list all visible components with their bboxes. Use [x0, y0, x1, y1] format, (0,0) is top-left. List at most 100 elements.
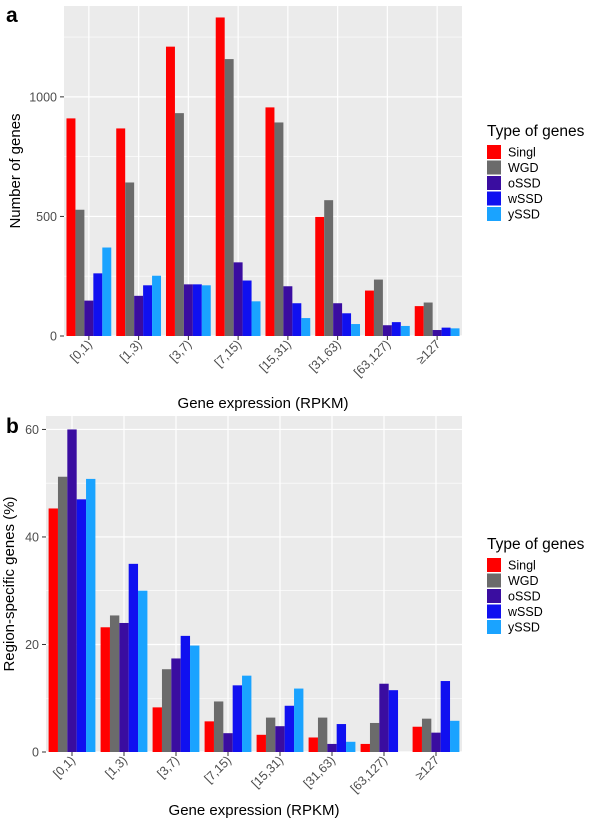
legend-title: Type of genes: [487, 536, 585, 553]
bar-singl-0-1: [66, 118, 76, 337]
legend-title: Type of genes: [487, 123, 585, 140]
y-tick-label: 0: [32, 746, 39, 760]
y-tick-label: 40: [25, 530, 39, 544]
bar-singl-1-3: [116, 128, 126, 336]
bar-wgd-7-15: [224, 59, 234, 337]
bar-ossd-1-3: [119, 622, 129, 752]
bar-wssd-0-1: [93, 273, 103, 336]
bar-singl-31-63: [315, 216, 325, 336]
bar-wgd-3-7: [161, 669, 172, 752]
bar-yssd-7-15: [242, 675, 252, 752]
bar-wssd-63-127: [388, 690, 399, 752]
x-tick-label: [31,63): [306, 337, 343, 374]
x-tick-label: [63,127): [348, 753, 390, 795]
bar-singl-7-15: [204, 721, 214, 752]
x-tick-label: [0,1): [51, 753, 79, 781]
legend-swatch-yssd: [487, 620, 501, 634]
legend-swatch-singl: [487, 145, 501, 159]
x-axis-title: Gene expression (RPKM): [169, 802, 340, 819]
legend-swatch-wssd: [487, 604, 501, 619]
bar-yssd-1-3: [152, 275, 162, 336]
x-tick-label: [63,127): [351, 337, 393, 379]
bar-yssd-0-1: [86, 478, 96, 752]
y-tick-label: 20: [25, 638, 39, 652]
legend-label-ossd: oSSD: [508, 177, 541, 191]
bar-yssd-31-63: [346, 741, 356, 752]
x-axis-title: Gene expression (RPKM): [178, 395, 349, 412]
bar-ossd-1-3: [134, 295, 144, 336]
legend-label-yssd: ySSD: [508, 208, 540, 222]
x-tick-label: ≥127: [414, 337, 444, 367]
bar-singl-7-15: [215, 17, 225, 336]
y-tick-label: 1000: [29, 90, 57, 104]
x-tick-label: [15,31): [257, 337, 294, 374]
legend-label-yssd: ySSD: [508, 621, 540, 635]
bar-yssd-1-3: [138, 590, 148, 752]
legend-swatch-ossd: [487, 589, 501, 603]
bar-ossd-0-1: [84, 300, 94, 336]
y-tick-label: 500: [36, 210, 57, 224]
bar-singl-63-127: [360, 743, 370, 752]
legend-swatch-wssd: [487, 191, 501, 206]
legend-label-wssd: wSSD: [507, 605, 543, 619]
bar-wgd-0-1: [57, 476, 68, 752]
legend-swatch-wgd: [487, 573, 501, 588]
bar-wssd-1-3: [143, 285, 153, 336]
legend-swatch-yssd: [487, 207, 501, 221]
bar-ossd-63-127: [379, 683, 389, 752]
bar-wssd-1-3: [128, 563, 139, 752]
bar-ossd-31-63: [327, 743, 337, 752]
x-tick-label: [0,1): [67, 337, 95, 365]
legend-swatch-wgd: [487, 160, 501, 175]
legend-label-wgd: WGD: [508, 574, 539, 588]
x-tick-label: [15,31): [249, 753, 286, 790]
bar-ossd-3-7: [183, 284, 193, 336]
bar-ossd-7-15: [223, 733, 233, 752]
legend-label-singl: Singl: [508, 559, 536, 573]
bar-wgd-3-7: [174, 113, 184, 336]
bar-yssd-31-63: [351, 324, 361, 336]
bar-wgd-15-31: [265, 717, 276, 752]
legend-swatch-ossd: [487, 176, 501, 190]
bar-singl-127: [414, 306, 424, 336]
bar-ossd-0-1: [67, 429, 77, 752]
bar-ossd-127: [431, 732, 441, 752]
legend-label-wssd: wSSD: [507, 192, 543, 206]
bar-ossd-7-15: [233, 262, 243, 336]
bar-yssd-127: [450, 720, 460, 752]
bar-yssd-3-7: [201, 285, 211, 336]
bar-singl-63-127: [364, 290, 374, 336]
bar-ossd-15-31: [275, 726, 285, 752]
legend-label-wgd: WGD: [508, 161, 539, 175]
bar-wssd-7-15: [232, 685, 243, 752]
bar-wgd-7-15: [213, 701, 224, 752]
bar-wssd-7-15: [242, 280, 252, 336]
bar-yssd-15-31: [301, 318, 311, 336]
bar-wgd-127: [421, 718, 432, 752]
panel-a: a 0 500 1000 [0,1) [1,3) [3,7) [7,15) [15,31) [31…: [6, 4, 585, 412]
bar-wssd-31-63: [336, 724, 347, 752]
bar-wssd-127: [441, 327, 451, 336]
bar-yssd-7-15: [251, 301, 261, 336]
bar-wgd-31-63: [324, 200, 334, 336]
bar-wssd-127: [440, 681, 451, 752]
bar-wssd-15-31: [284, 705, 295, 752]
bar-ossd-127: [432, 330, 442, 336]
bar-wssd-31-63: [342, 313, 352, 336]
bar-wgd-1-3: [109, 615, 120, 752]
bar-wssd-0-1: [76, 499, 87, 752]
x-tick-label: ≥127: [413, 753, 443, 783]
bar-yssd-0-1: [102, 247, 112, 336]
x-tick-label: [3,7): [155, 753, 183, 781]
bar-singl-3-7: [165, 46, 175, 337]
bar-yssd-63-127: [400, 325, 410, 336]
bar-wgd-0-1: [75, 209, 85, 336]
bar-singl-1-3: [100, 627, 110, 752]
x-tick-label: [1,3): [103, 753, 131, 781]
bar-wgd-63-127: [373, 279, 383, 336]
x-tick-label: [3,7): [167, 337, 195, 365]
bar-ossd-63-127: [382, 325, 392, 336]
